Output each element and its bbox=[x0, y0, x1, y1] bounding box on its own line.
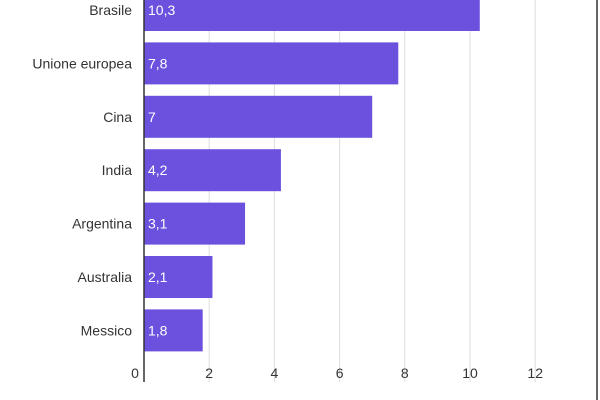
value-label-2: 7 bbox=[148, 109, 156, 125]
category-labels: Brasile Unione europea Cina India Argentina A… bbox=[32, 2, 132, 338]
value-label-0: 10,3 bbox=[148, 2, 175, 18]
value-label-1: 7,8 bbox=[148, 55, 168, 71]
category-label-4: Argentina bbox=[72, 216, 132, 232]
value-label-4: 3,1 bbox=[148, 216, 168, 232]
x-tick-label-6: 6 bbox=[336, 365, 344, 381]
bar-2 bbox=[144, 95, 373, 138]
value-label-5: 2,1 bbox=[148, 269, 168, 285]
bars bbox=[144, 0, 480, 352]
bar-3 bbox=[144, 149, 281, 192]
x-tick-label-10: 10 bbox=[462, 365, 478, 381]
x-tick-label-8: 8 bbox=[401, 365, 409, 381]
category-label-6: Messico bbox=[81, 322, 133, 338]
x-tick-label-0: 0 bbox=[131, 365, 139, 381]
bar-4 bbox=[144, 202, 246, 245]
x-tick-label-4: 4 bbox=[271, 365, 279, 381]
bar-6 bbox=[144, 309, 203, 352]
x-tick-labels: 0 2 4 6 8 10 12 bbox=[131, 365, 543, 381]
value-label-6: 1,8 bbox=[148, 322, 168, 338]
value-labels: 10,3 7,8 7 4,2 3,1 2,1 1,8 bbox=[148, 2, 175, 338]
value-label-3: 4,2 bbox=[148, 162, 168, 178]
bar-0 bbox=[144, 0, 480, 31]
x-tick-label-2: 2 bbox=[205, 365, 213, 381]
category-label-1: Unione europea bbox=[32, 55, 132, 71]
category-label-3: India bbox=[102, 162, 133, 178]
x-tick-label-12: 12 bbox=[527, 365, 543, 381]
category-label-0: Brasile bbox=[89, 2, 132, 18]
bar-1 bbox=[144, 42, 399, 85]
bar-5 bbox=[144, 256, 213, 298]
category-label-2: Cina bbox=[103, 109, 132, 125]
category-label-5: Australia bbox=[78, 269, 133, 285]
